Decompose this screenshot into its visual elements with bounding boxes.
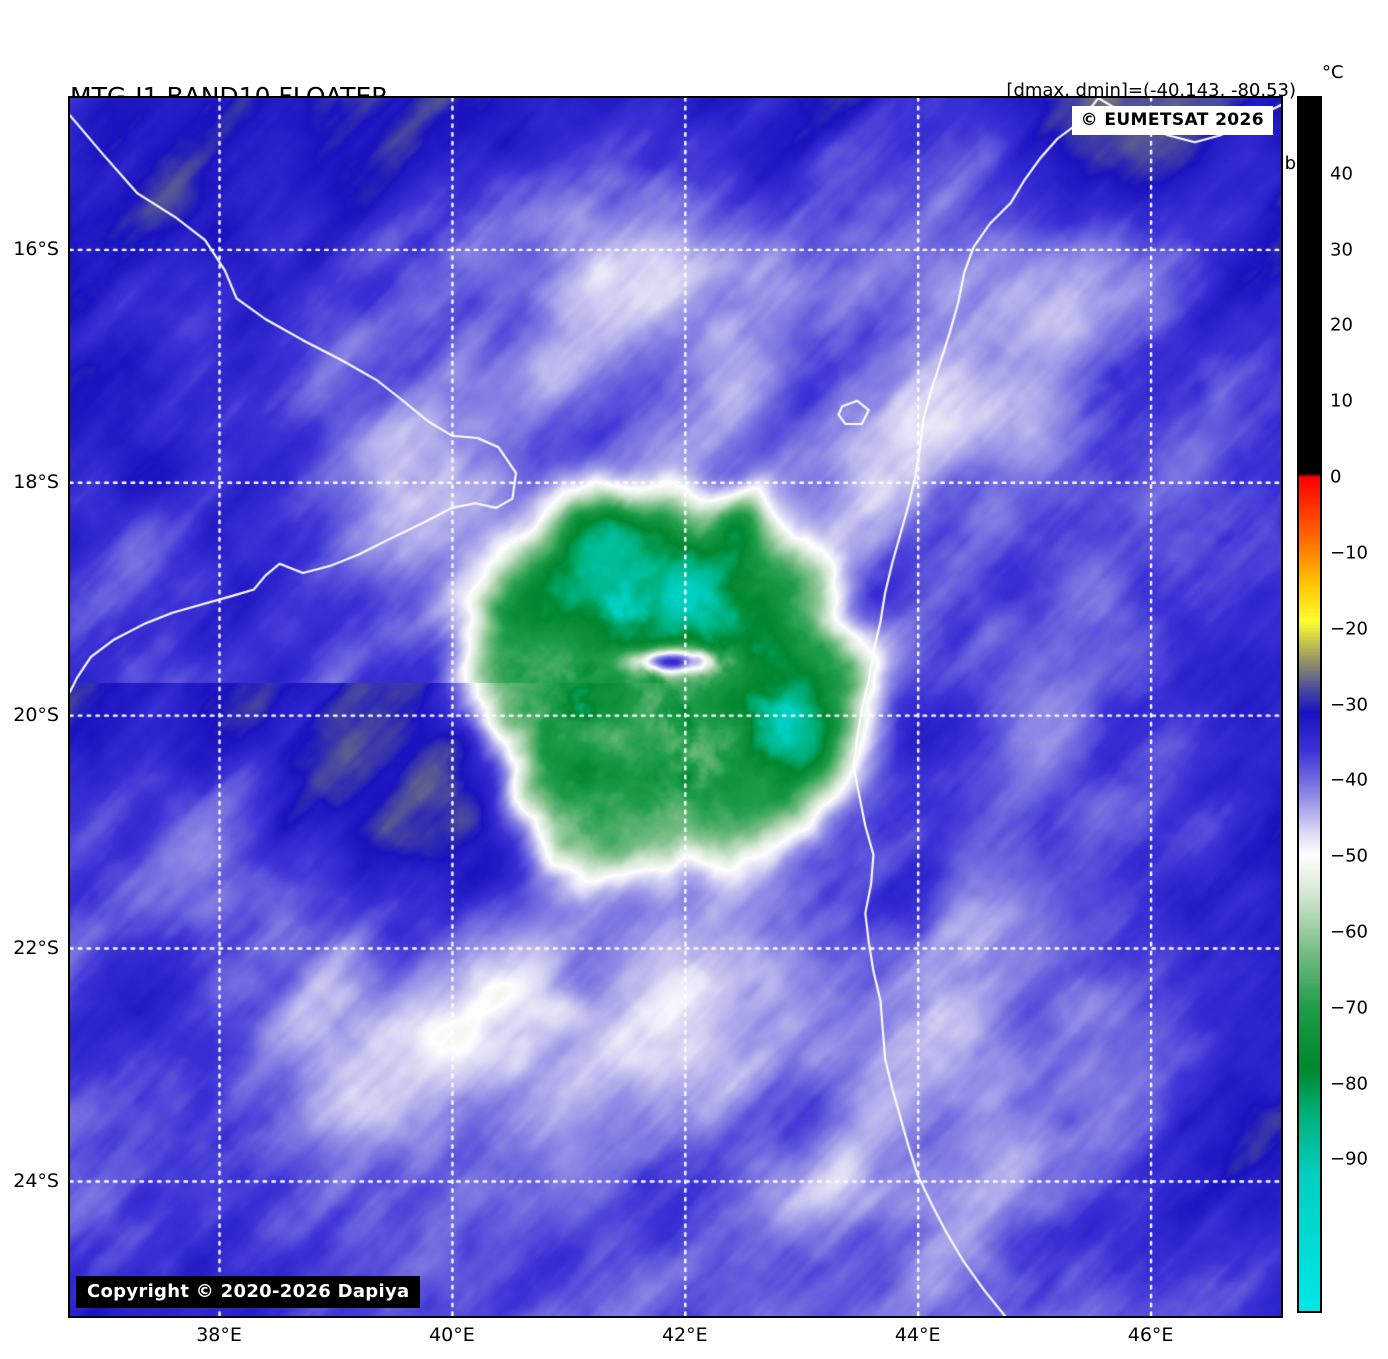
copyright-watermark: Copyright © 2020-2026 Dapiya	[76, 1276, 421, 1308]
colorbar-tick-label: −10	[1330, 542, 1368, 564]
lat-tick-label: 22°S	[13, 937, 59, 960]
colorbar-tick-label: −30	[1330, 694, 1368, 715]
colorbar-tick-label: −80	[1330, 1073, 1368, 1095]
colorbar-tick-label: −90	[1330, 1148, 1368, 1170]
colorbar-unit-label: °C	[1322, 62, 1344, 83]
infrared-imagery-canvas	[70, 98, 1281, 1316]
eumetsat-watermark: © EUMETSAT 2026	[1071, 106, 1273, 135]
lon-tick-label: 42°E	[661, 1324, 708, 1346]
colorbar-tick-label: 30	[1330, 239, 1353, 261]
lat-tick-label: 18°S	[13, 471, 59, 494]
colorbar-gradient-canvas	[1299, 98, 1320, 1311]
lon-tick-label: 38°E	[196, 1324, 242, 1346]
lat-tick-label: 24°S	[13, 1169, 59, 1192]
colorbar-tick-label: −20	[1330, 618, 1368, 640]
colorbar-tick-label: 40	[1330, 163, 1353, 185]
lon-tick-label: 44°E	[894, 1324, 941, 1346]
temperature-colorbar	[1297, 96, 1322, 1313]
colorbar-tick-label: −60	[1330, 921, 1368, 943]
lon-tick-label: 40°E	[429, 1324, 475, 1346]
lat-tick-label: 16°S	[13, 238, 59, 261]
colorbar-tick-label: 10	[1330, 390, 1353, 412]
lat-tick-label: 20°S	[13, 704, 59, 727]
satellite-map[interactable]: © EUMETSAT 2026 Copyright © 2020-2026 Da…	[68, 96, 1283, 1318]
colorbar-tick-label: −50	[1330, 845, 1368, 867]
colorbar-tick-label: 20	[1330, 314, 1353, 336]
colorbar-tick-label: −40	[1330, 769, 1368, 791]
colorbar-tick-label: 0	[1330, 466, 1342, 488]
colorbar-tick-label: −70	[1330, 997, 1368, 1019]
lon-tick-label: 46°E	[1127, 1324, 1174, 1346]
dmax-dmin-readout: [dmax, dmin]=(-40.143, -80.53)	[1006, 80, 1296, 102]
